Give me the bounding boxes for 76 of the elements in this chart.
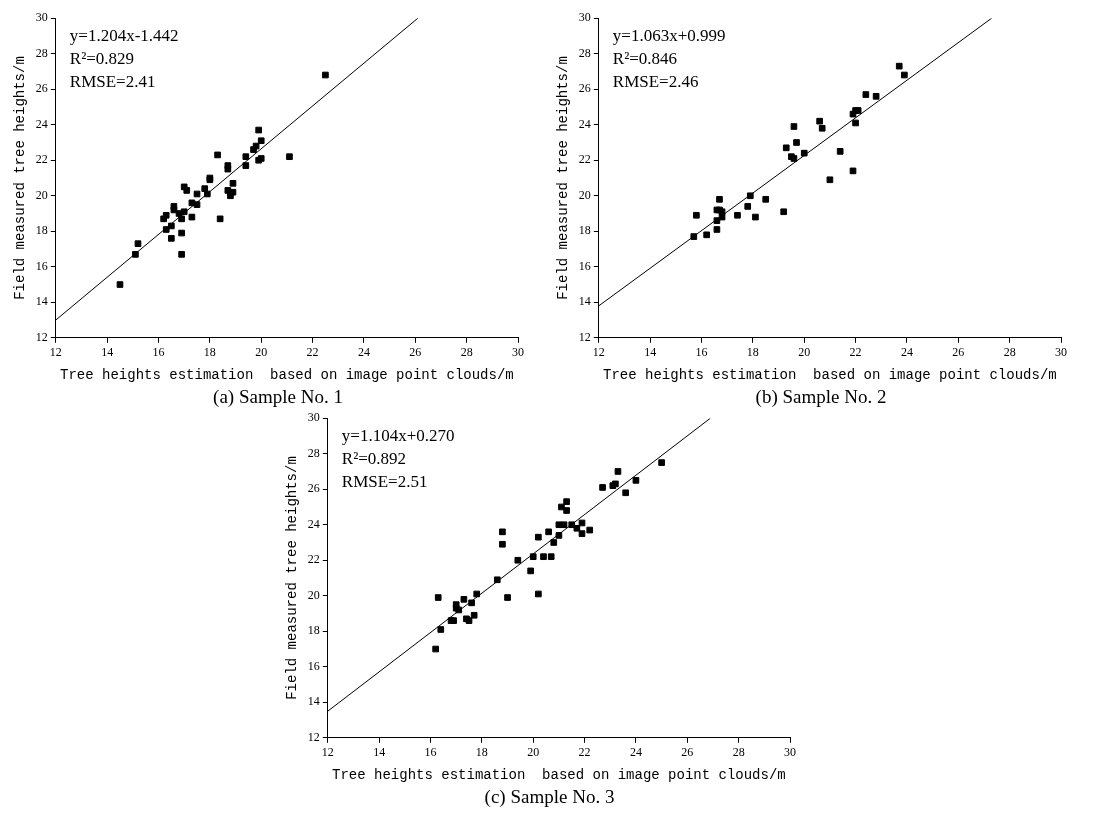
y-axis-title: Field measured tree heights/m — [555, 56, 572, 300]
x-tick-label: 12 — [49, 345, 62, 360]
y-tick-label: 18 — [307, 623, 320, 638]
annotation: R²=0.892 — [341, 449, 406, 469]
x-tick-label: 18 — [746, 345, 759, 360]
y-tick-label: 26 — [578, 81, 591, 96]
x-tick-label: 30 — [783, 745, 796, 760]
y-tick-label: 22 — [307, 552, 320, 567]
x-tick-label: 18 — [203, 345, 216, 360]
y-tick-label: 22 — [578, 152, 591, 167]
y-tick-label: 16 — [35, 258, 48, 273]
x-tick-label: 22 — [849, 345, 862, 360]
x-tick-label: 12 — [321, 745, 334, 760]
x-tick-label: 20 — [798, 345, 811, 360]
y-tick-label: 20 — [578, 187, 591, 202]
annotation: RMSE=2.41 — [69, 72, 156, 92]
y-tick-label: 30 — [307, 410, 320, 425]
x-axis-title: Tree heights estimation based on image point clouds/m — [603, 367, 1057, 384]
y-tick-label: 16 — [307, 658, 320, 673]
x-tick-label: 20 — [255, 345, 268, 360]
x-tick-label: 24 — [900, 345, 913, 360]
y-tick-label: 26 — [307, 481, 320, 496]
x-tick-label: 28 — [460, 345, 473, 360]
x-tick-label: 16 — [424, 745, 437, 760]
y-tick-label: 20 — [307, 587, 320, 602]
text: (a) Sample No. 1 — [212, 386, 344, 408]
x-tick-label: 30 — [1055, 345, 1067, 360]
x-tick-label: 28 — [732, 745, 745, 760]
x-tick-label: 24 — [357, 345, 370, 360]
x-tick-label: 26 — [952, 345, 965, 360]
x-tick-label: 26 — [409, 345, 422, 360]
y-tick-label: 30 — [35, 10, 48, 25]
y-tick-label: 14 — [307, 694, 320, 709]
x-tick-label: 24 — [629, 745, 642, 760]
x-tick-label: 14 — [644, 345, 657, 360]
y-tick-label: 24 — [578, 116, 591, 131]
y-tick-label: 30 — [578, 10, 591, 25]
x-tick-label: 16 — [152, 345, 165, 360]
y-tick-label: 16 — [578, 258, 591, 273]
y-tick-label: 24 — [35, 116, 48, 131]
y-tick-label: 14 — [578, 294, 591, 309]
annotation: RMSE=2.46 — [612, 72, 699, 92]
y-tick-label: 28 — [35, 45, 48, 60]
y-axis-title: Field measured tree heights/m — [283, 456, 300, 700]
x-tick-label: 12 — [592, 345, 605, 360]
x-tick-label: 28 — [1003, 345, 1016, 360]
annotation: y=1.204x-1.442 — [69, 26, 179, 46]
y-tick-label: 26 — [35, 81, 48, 96]
y-tick-label: 24 — [307, 516, 320, 531]
y-tick-label: 12 — [307, 729, 320, 744]
y-tick-label: 28 — [307, 445, 320, 460]
y-tick-label: 14 — [35, 294, 48, 309]
annotation: y=1.104x+0.270 — [341, 426, 454, 446]
annotation: R²=0.846 — [612, 49, 678, 69]
x-tick-label: 26 — [680, 745, 693, 760]
annotation: RMSE=2.51 — [341, 472, 427, 492]
x-tick-label: 16 — [695, 345, 708, 360]
y-tick-label: 12 — [578, 329, 591, 344]
y-tick-label: 18 — [35, 223, 48, 238]
x-tick-label: 14 — [372, 745, 385, 760]
annotation: R²=0.829 — [69, 49, 135, 69]
annotation: y=1.063x+0.999 — [612, 26, 726, 46]
x-axis-title: Tree heights estimation based on image point clouds/m — [331, 767, 786, 784]
y-tick-label: 12 — [35, 329, 48, 344]
x-tick-label: 18 — [475, 745, 488, 760]
y-tick-label: 20 — [35, 187, 48, 202]
y-tick-label: 18 — [578, 223, 591, 238]
y-tick-label: 22 — [35, 152, 48, 167]
text: (b) Sample No. 2 — [754, 386, 888, 408]
x-tick-label: 20 — [526, 745, 539, 760]
y-tick-label: 28 — [578, 45, 591, 60]
x-tick-label: 30 — [512, 345, 524, 360]
x-tick-label: 14 — [101, 345, 114, 360]
x-axis-title: Tree heights estimation based on image point clouds/m — [60, 367, 514, 384]
y-axis-title: Field measured tree heights/m — [12, 56, 29, 300]
text: (c) Sample No. 3 — [483, 786, 616, 808]
